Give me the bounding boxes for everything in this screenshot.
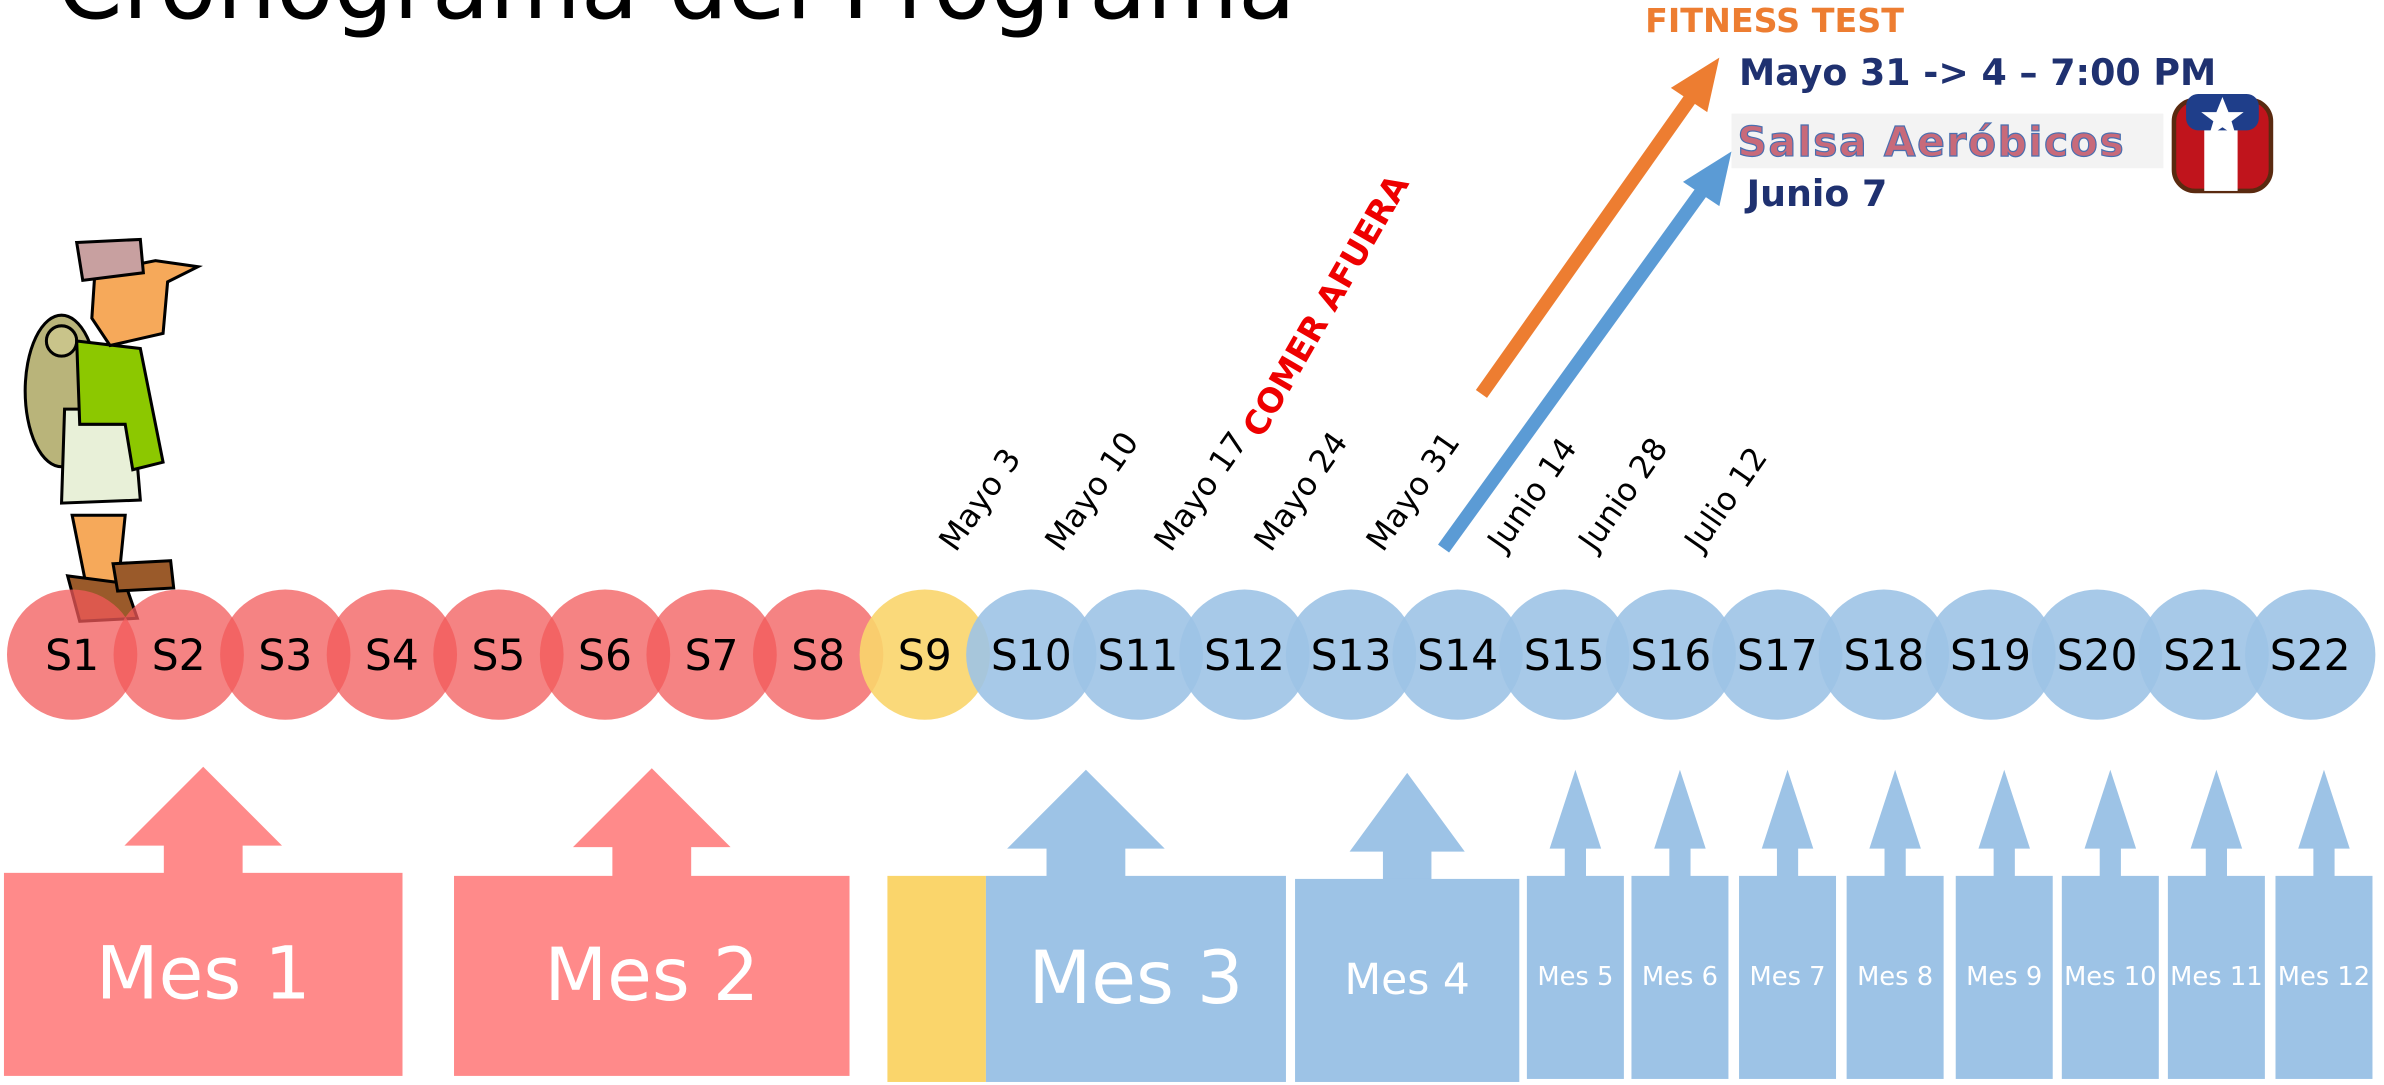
session-label: S21: [2163, 632, 2244, 681]
month-arrow: [2191, 770, 2243, 878]
month-arrow: [1550, 770, 1602, 878]
month-label-box: Mes 9: [1956, 876, 2053, 1079]
month-label: Mes 9: [1956, 876, 2053, 1079]
month-label-box: Mes 7: [1739, 876, 1836, 1079]
session-label: S20: [2057, 632, 2138, 681]
session-label: S10: [991, 632, 1072, 681]
comer-afuera: COMER AFUERA: [1235, 168, 1417, 444]
month-label-box: Mes 2: [454, 876, 850, 1076]
month-arrow: [1654, 770, 1706, 878]
session-label: S11: [1097, 632, 1178, 681]
fitness-date: Mayo 31 -> 4 – 7:00 PM: [1739, 51, 2216, 94]
month-label-box: Mes 1: [4, 873, 403, 1076]
month-label-box: Mes 5: [1527, 876, 1624, 1079]
salsa-logo: Salsa Aeróbicos: [1738, 118, 2126, 166]
session-label: S18: [1843, 632, 1924, 681]
month-label: Mes 1: [4, 873, 403, 1076]
month-label-box: Mes 12: [2275, 876, 2372, 1079]
month-label: Mes 3: [986, 876, 1286, 1082]
month-arrow: [2085, 770, 2137, 878]
month-label: Mes 11: [2168, 876, 2265, 1079]
session-label: S8: [791, 632, 845, 681]
session-label: S22: [2270, 632, 2351, 681]
spacer-block: [887, 876, 985, 1082]
month-label: Mes 6: [1631, 876, 1728, 1079]
month-arrow: [2298, 770, 2350, 878]
date-label: Mayo 17: [1146, 425, 1255, 558]
page: Cronograma del Programa FITNESS TEST May…: [0, 0, 2384, 1085]
session-label: S16: [1630, 632, 1711, 681]
month-label: Mes 8: [1847, 876, 1944, 1079]
month-label-box: Mes 3: [986, 876, 1286, 1082]
month-arrow: [1978, 770, 2030, 878]
date-label: Mayo 24: [1246, 425, 1355, 558]
session-label: S14: [1417, 632, 1498, 681]
month-label: Mes 4: [1295, 879, 1519, 1082]
date-label: Mayo 10: [1037, 425, 1146, 558]
session-label: S15: [1524, 632, 1605, 681]
slide: Cronograma del Programa FITNESS TEST May…: [0, 0, 2384, 1085]
session-label: S13: [1311, 632, 1392, 681]
month-label: Mes 12: [2275, 876, 2372, 1079]
session-label: S12: [1204, 632, 1285, 681]
session-label: S6: [578, 632, 632, 681]
month-label-box: Mes 11: [2168, 876, 2265, 1079]
session-label: S17: [1737, 632, 1818, 681]
session-label: S9: [898, 632, 952, 681]
session-label: S5: [471, 632, 525, 681]
session-label: S4: [365, 632, 419, 681]
month-label-box: Mes 4: [1295, 879, 1519, 1082]
month-arrow: [124, 767, 282, 875]
title: Cronograma del Programa: [57, 0, 1296, 41]
month-arrow: [1007, 770, 1165, 878]
date-label: Mayo 3: [931, 441, 1028, 557]
hiker: [25, 239, 198, 621]
month-arrow: [1762, 770, 1814, 878]
month-arrow: [573, 768, 731, 877]
date-label: Julio 12: [1675, 440, 1775, 560]
month-arrow: [1350, 773, 1465, 881]
session-label: S1: [45, 632, 99, 681]
salsa-date: Junio 7: [1744, 172, 1888, 215]
drum: [2174, 94, 2271, 191]
date-label: Junio 28: [1569, 431, 1675, 560]
session-label: S19: [1950, 632, 2031, 681]
month-label-box: Mes 8: [1847, 876, 1944, 1079]
month-label: Mes 10: [2062, 876, 2159, 1079]
session-label: S2: [152, 632, 206, 681]
month-label: Mes 7: [1739, 876, 1836, 1079]
arrows: [1444, 58, 1732, 549]
month-label: Mes 5: [1527, 876, 1624, 1079]
month-label: Mes 2: [454, 876, 850, 1076]
date-label: Junio 14: [1478, 431, 1584, 560]
month-arrow: [1869, 770, 1921, 878]
month-label-box: Mes 6: [1631, 876, 1728, 1079]
fitness-test: FITNESS TEST: [1645, 1, 1904, 40]
month-label-box: Mes 10: [2062, 876, 2159, 1079]
session-label: S7: [685, 632, 739, 681]
session-label: S3: [258, 632, 312, 681]
